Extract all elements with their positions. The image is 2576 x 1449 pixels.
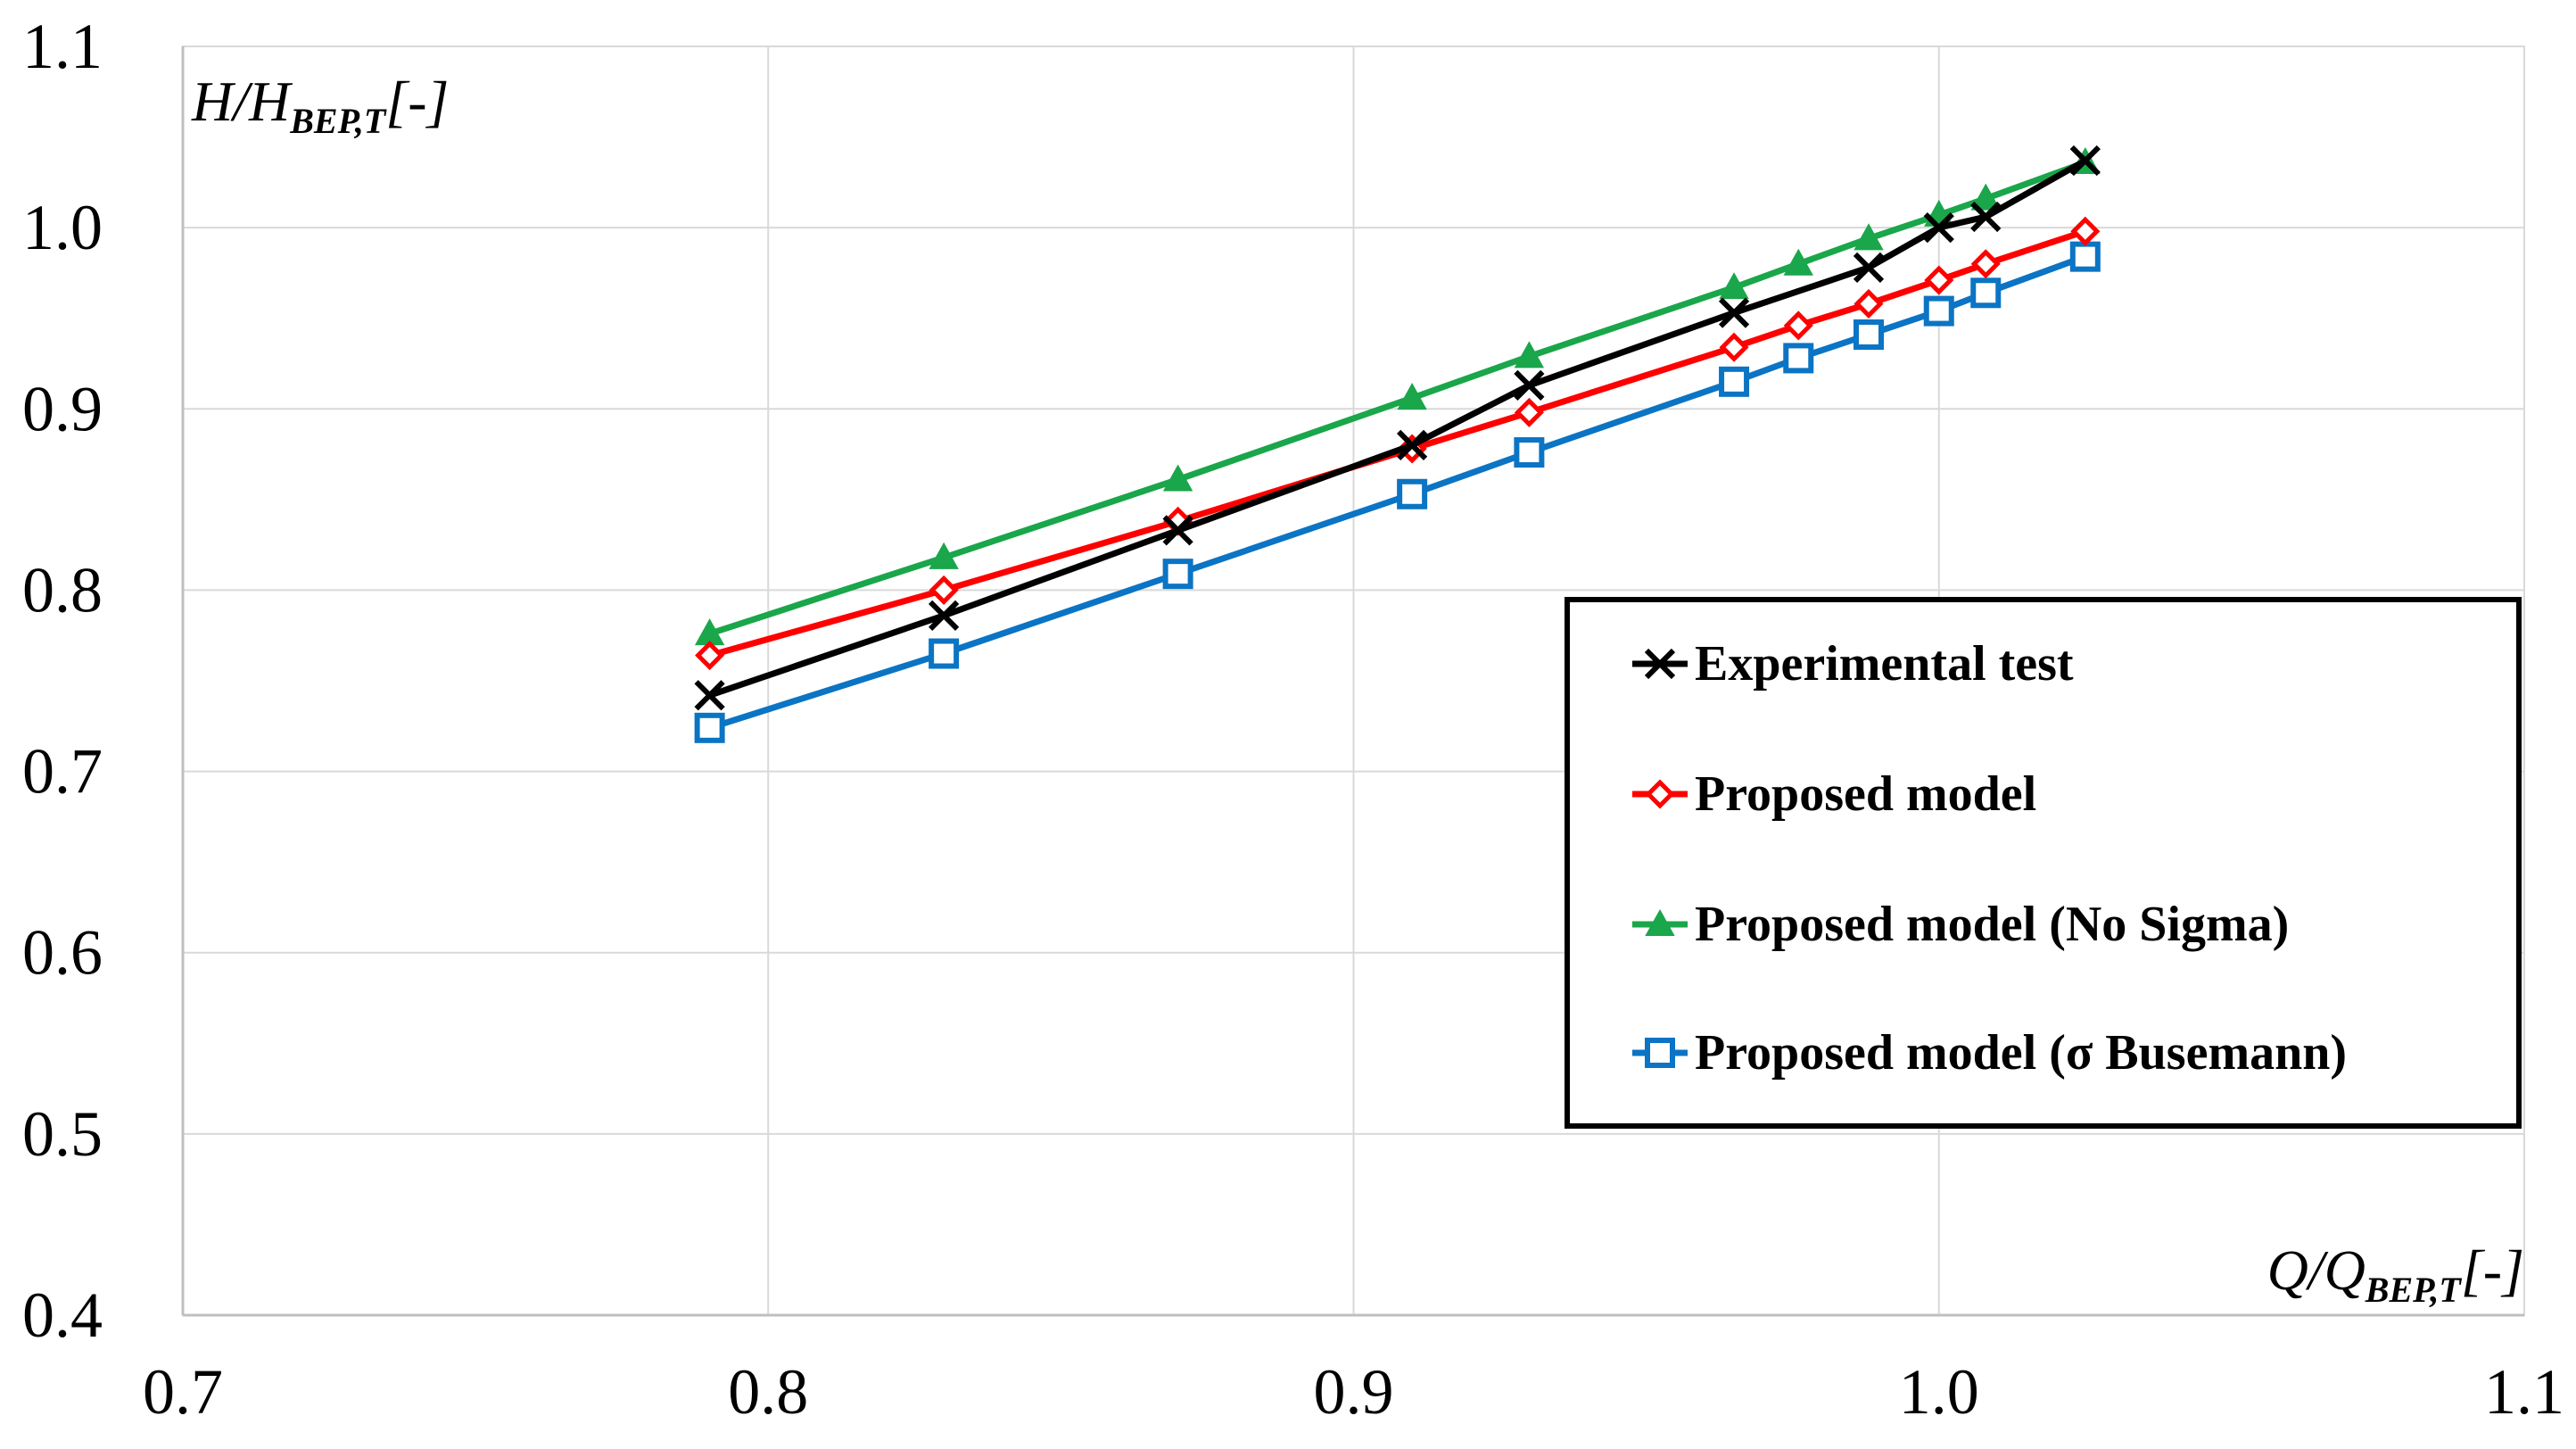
- data-point-busemann: [929, 638, 960, 669]
- data-point-no_sigma: [1970, 183, 2001, 211]
- series-proposed: [695, 216, 2101, 671]
- y-tick-label: 1.1: [22, 11, 103, 82]
- legend-item-proposed: Proposed model: [1632, 766, 2036, 822]
- data-point-no_sigma: [1162, 464, 1193, 492]
- y-tick-label: 0.4: [22, 1279, 103, 1351]
- data-point-busemann: [1854, 319, 1884, 350]
- x-axis-title-main: Q/Q: [2267, 1238, 2365, 1302]
- data-point-busemann: [1514, 437, 1545, 468]
- data-point-experimental: [1514, 369, 1545, 401]
- data-point-proposed: [1514, 397, 1544, 427]
- y-axis-title-sub: BEP,T: [289, 101, 387, 141]
- data-point-busemann: [1970, 277, 2002, 309]
- legend: Experimental test Proposed model Proposed …: [1565, 597, 2522, 1129]
- data-point-busemann: [1719, 366, 1750, 397]
- data-point-proposed: [929, 575, 959, 605]
- legend-label-experimental: Experimental test: [1695, 636, 2074, 691]
- data-point-no_sigma: [1783, 248, 1813, 276]
- data-point-no_sigma: [1514, 341, 1545, 368]
- data-point-experimental: [1397, 429, 1428, 461]
- data-point-proposed: [695, 641, 725, 671]
- legend-label-no_sigma: Proposed model (No Sigma): [1695, 897, 2289, 952]
- series-no_sigma: [694, 146, 2101, 646]
- legend-box: [1565, 597, 2522, 1129]
- legend-marker-experimental: [1644, 648, 1676, 680]
- legend-marker-busemann: [1645, 1038, 1675, 1068]
- legend-item-experimental: Experimental test: [1632, 636, 2074, 691]
- y-tick-label: 0.9: [22, 373, 103, 444]
- series-line-no_sigma: [708, 159, 2086, 637]
- legend-item-busemann: Proposed model (σ Busemann): [1632, 1025, 2347, 1081]
- data-point-no_sigma: [1854, 223, 1884, 251]
- x-tick-label: 0.8: [728, 1356, 808, 1428]
- series-line-experimental: [708, 157, 2087, 699]
- legend-marker-proposed: [1645, 779, 1675, 809]
- x-axis-title-unit: [-]: [2461, 1238, 2524, 1302]
- x-axis-title: Q/QBEP,T[-]: [2267, 1238, 2524, 1310]
- y-axis-title: H/HBEP,T[-]: [191, 70, 449, 141]
- data-point-busemann: [1783, 343, 1814, 374]
- data-point-proposed: [1924, 265, 1954, 295]
- series-line-proposed: [708, 228, 2086, 658]
- data-point-experimental: [2069, 145, 2101, 177]
- data-point-proposed: [1854, 288, 1884, 319]
- data-point-experimental: [1970, 201, 2002, 233]
- y-tick-label: 0.6: [22, 917, 103, 989]
- y-axis-title-unit: [-]: [385, 70, 449, 133]
- data-point-experimental: [1923, 212, 1954, 244]
- data-point-experimental: [1162, 515, 1193, 546]
- y-axis-title-main: H/H: [191, 70, 293, 133]
- series-experimental: [694, 145, 2101, 711]
- data-point-proposed: [2070, 216, 2101, 246]
- axis-ticks: 0.4 0.5 0.6 0.7 0.8 0.9 1.0 1.1 0.7 0.8 0.9 1.0 1.1: [22, 11, 2564, 1428]
- data-point-busemann: [2069, 241, 2101, 272]
- legend-item-no_sigma: Proposed model (No Sigma): [1632, 897, 2289, 952]
- data-point-experimental: [694, 680, 725, 711]
- data-point-busemann: [1923, 295, 1954, 327]
- y-tick-label: 0.5: [22, 1098, 103, 1170]
- series-busemann: [694, 241, 2101, 743]
- y-tick-label: 1.0: [22, 192, 103, 263]
- data-point-proposed: [1970, 249, 2001, 279]
- data-point-busemann: [1397, 478, 1428, 509]
- x-axis-title-sub: BEP,T: [2365, 1270, 2463, 1310]
- data-point-no_sigma: [929, 542, 959, 569]
- series-layer: [694, 145, 2101, 743]
- legend-label-busemann: Proposed model (σ Busemann): [1695, 1025, 2347, 1081]
- data-point-experimental: [929, 600, 960, 631]
- y-tick-label: 0.8: [22, 554, 103, 625]
- x-tick-label: 0.9: [1314, 1356, 1394, 1428]
- data-point-busemann: [1162, 559, 1193, 590]
- legend-label-proposed: Proposed model: [1695, 766, 2036, 822]
- y-tick-label: 0.7: [22, 736, 103, 807]
- x-tick-label: 0.7: [143, 1356, 223, 1428]
- data-point-no_sigma: [1397, 383, 1427, 410]
- data-point-busemann: [694, 712, 725, 743]
- data-point-experimental: [1718, 297, 1750, 328]
- x-tick-label: 1.1: [2484, 1356, 2564, 1428]
- data-point-proposed: [1783, 310, 1813, 341]
- legend-marker-no_sigma: [1645, 908, 1675, 936]
- data-point-proposed: [1719, 332, 1749, 362]
- data-point-no_sigma: [1719, 272, 1749, 300]
- data-point-experimental: [1853, 252, 1885, 283]
- x-tick-label: 1.0: [1899, 1356, 1979, 1428]
